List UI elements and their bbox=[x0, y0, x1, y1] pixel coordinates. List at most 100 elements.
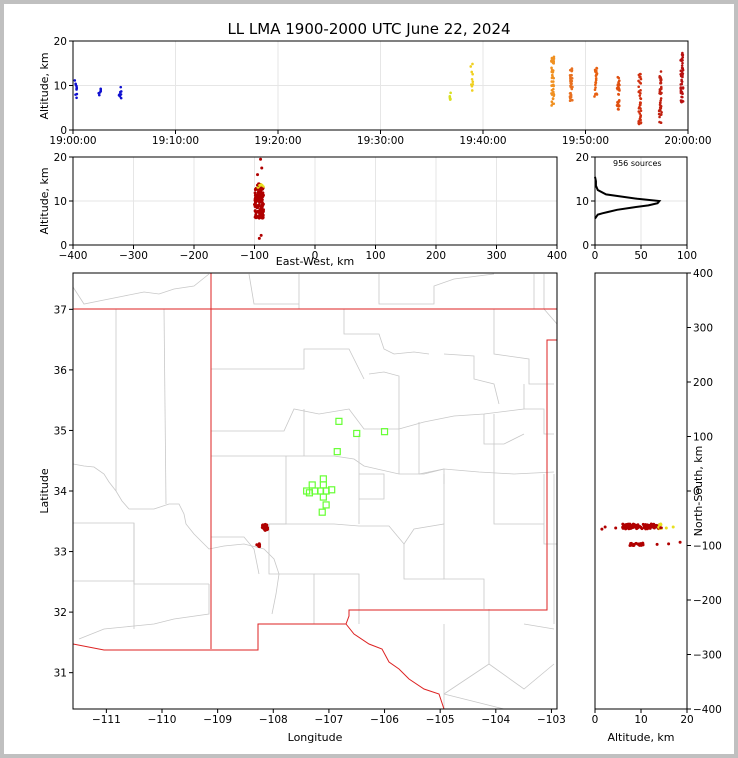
ew-tick-label: −400 bbox=[59, 250, 88, 262]
time-altitude-point bbox=[595, 72, 599, 75]
ew-point bbox=[260, 166, 264, 170]
time-altitude-panel: 19:00:00 19:10:00 19:20:00 19:30:00 19:40:00… bbox=[38, 36, 712, 147]
time-altitude-point bbox=[617, 105, 620, 108]
time-altitude-point bbox=[659, 113, 662, 117]
ew-point bbox=[261, 215, 265, 219]
time-altitude-point bbox=[98, 93, 101, 97]
ew-point bbox=[256, 173, 260, 177]
time-altitude-point bbox=[617, 100, 621, 103]
plan-view-point bbox=[257, 542, 261, 546]
time-altitude-point bbox=[639, 121, 643, 125]
time-altitude-point bbox=[638, 112, 642, 115]
hist-xtick-label: 50 bbox=[634, 250, 647, 262]
ns-point bbox=[667, 542, 671, 546]
hist-ytick-label: 20 bbox=[576, 152, 589, 164]
time-alt-tick-label: 20 bbox=[54, 36, 67, 48]
time-altitude-point bbox=[680, 74, 684, 77]
time-altitude-point bbox=[552, 94, 556, 98]
time-altitude-point bbox=[638, 101, 642, 104]
ew-tick-label: −100 bbox=[240, 250, 269, 262]
ns-point bbox=[600, 527, 604, 531]
ew-tick-label: −200 bbox=[180, 250, 209, 262]
time-altitude-point bbox=[637, 90, 641, 93]
time-altitude-point bbox=[595, 92, 598, 95]
time-altitude-point bbox=[639, 109, 643, 113]
ns-point bbox=[650, 523, 654, 527]
histogram-ticks: 0 50 100 0 10 20 bbox=[576, 152, 697, 262]
lon-tick-label: −105 bbox=[426, 714, 455, 726]
north-south-points bbox=[600, 522, 682, 548]
time-altitude-point bbox=[659, 80, 663, 84]
ns-point bbox=[636, 523, 640, 527]
time-altitude-point bbox=[552, 102, 556, 106]
time-altitude-point bbox=[637, 85, 641, 89]
time-altitude-point bbox=[551, 97, 555, 101]
ns-point bbox=[614, 526, 618, 530]
ew-point bbox=[259, 205, 263, 209]
ew-tick-label: 300 bbox=[486, 250, 506, 262]
ns-point bbox=[632, 542, 636, 546]
plan-view-point bbox=[263, 522, 267, 526]
ns-point bbox=[641, 543, 645, 547]
time-altitude-point bbox=[568, 99, 572, 103]
ew-point bbox=[257, 236, 261, 240]
time-altitude-point bbox=[552, 76, 555, 80]
station-marker bbox=[319, 493, 327, 501]
time-altitude-point bbox=[659, 97, 663, 100]
ew-point bbox=[262, 208, 266, 212]
ew-point bbox=[259, 233, 263, 237]
station-marker bbox=[328, 486, 336, 494]
time-altitude-point bbox=[659, 99, 662, 102]
time-altitude-point bbox=[471, 80, 475, 84]
time-altitude-point bbox=[679, 83, 683, 86]
time-altitude-point bbox=[569, 97, 572, 100]
east-west-points bbox=[253, 157, 266, 240]
ns-point bbox=[659, 522, 663, 526]
time-altitude-point bbox=[568, 92, 572, 95]
ns-alt-tick-label: 0 bbox=[592, 714, 599, 726]
time-altitude-point bbox=[469, 83, 473, 86]
ns-tick-label: 300 bbox=[693, 323, 713, 335]
time-altitude-point bbox=[638, 103, 642, 107]
ew-tick-label: −300 bbox=[119, 250, 148, 262]
lon-tick-label: −104 bbox=[481, 714, 510, 726]
time-altitude-point bbox=[469, 65, 473, 68]
county-borders bbox=[73, 273, 557, 709]
time-altitude-point bbox=[551, 61, 555, 65]
figure-frame: LL LMA 1900-2000 UTC June 22, 2024 19:00… bbox=[4, 4, 734, 754]
time-altitude-point bbox=[658, 120, 661, 124]
plan-view-point bbox=[262, 526, 266, 530]
ew-point bbox=[257, 199, 261, 203]
time-altitude-point bbox=[680, 64, 684, 67]
lon-tick-label: −109 bbox=[203, 714, 232, 726]
time-altitude-point bbox=[569, 81, 572, 85]
plan-view-points bbox=[255, 522, 270, 549]
time-altitude-point bbox=[617, 76, 621, 80]
ns-point bbox=[645, 525, 649, 529]
ew-alt-tick-label: 10 bbox=[54, 196, 67, 208]
altitude-north-south-panel: 0 10 20−400 −300 −200 −100 0 100 200 300 400 Altit… bbox=[592, 268, 722, 744]
plan-view-panel: −111 −110 −109 −108 −107 −106 −105 −104 −103 31 32… bbox=[38, 272, 566, 744]
ew-tick-label: 400 bbox=[547, 250, 567, 262]
station-markers bbox=[303, 417, 389, 516]
ew-point bbox=[260, 199, 264, 203]
hist-xtick-label: 100 bbox=[677, 250, 697, 262]
ns-tick-label: 100 bbox=[693, 432, 713, 444]
lat-tick-label: 31 bbox=[54, 668, 67, 680]
time-altitude-point bbox=[571, 98, 574, 102]
ns-tick-label: −300 bbox=[693, 650, 722, 662]
north-south-ylabel: North-South, km bbox=[692, 446, 705, 537]
ns-point bbox=[671, 525, 675, 529]
time-altitude-point bbox=[638, 75, 641, 79]
time-altitude-point bbox=[680, 100, 683, 104]
time-altitude-point bbox=[75, 88, 78, 91]
station-marker bbox=[322, 501, 330, 509]
ns-point bbox=[641, 522, 645, 526]
plan-view-point bbox=[255, 543, 259, 547]
time-altitude-point bbox=[637, 79, 640, 83]
ns-tick-label: −200 bbox=[693, 595, 722, 607]
time-tick-label: 19:50:00 bbox=[562, 135, 609, 147]
lon-tick-label: −107 bbox=[314, 714, 343, 726]
time-altitude-point bbox=[593, 95, 596, 98]
north-south-ticks: 0 10 20−400 −300 −200 −100 0 100 200 300 400 bbox=[592, 268, 722, 726]
